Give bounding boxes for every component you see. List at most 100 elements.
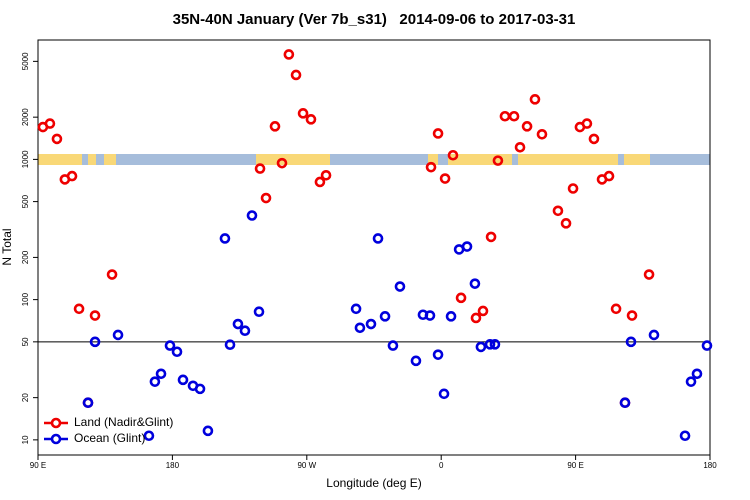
y-tick-label: 5000 xyxy=(21,52,30,70)
point xyxy=(219,233,231,244)
x-tick-label: 0 xyxy=(439,461,444,470)
x-tick-label: 90 W xyxy=(297,461,316,470)
point xyxy=(239,325,251,337)
legend-marker xyxy=(50,433,62,445)
y-tick-label: 100 xyxy=(21,292,30,306)
y-tick-label: 500 xyxy=(21,194,30,208)
y-tick-label: 20 xyxy=(21,393,30,402)
point xyxy=(149,376,161,387)
point xyxy=(410,355,422,367)
y-tick-label: 200 xyxy=(21,250,30,264)
point xyxy=(648,329,660,341)
point xyxy=(89,310,101,321)
point xyxy=(112,329,124,341)
y-axis-label: N Total xyxy=(0,228,14,265)
point xyxy=(626,310,638,321)
x-tick-label: 180 xyxy=(166,461,180,470)
point xyxy=(432,128,444,139)
point xyxy=(283,49,295,60)
point xyxy=(445,311,457,322)
point xyxy=(177,374,189,386)
point xyxy=(484,339,496,350)
point xyxy=(171,346,183,358)
y-tick-label: 1000 xyxy=(21,150,30,168)
point xyxy=(155,368,167,380)
point xyxy=(202,425,214,437)
y-tick-label: 2000 xyxy=(21,108,30,126)
point xyxy=(603,170,615,182)
x-tick-label: 180 xyxy=(703,461,717,470)
point xyxy=(387,340,399,351)
point xyxy=(643,269,655,280)
chart-title: 35N-40N January (Ver 7b_s31) 2014-09-06 … xyxy=(173,11,576,28)
point xyxy=(379,311,391,322)
point xyxy=(51,133,63,145)
point xyxy=(232,318,244,330)
point xyxy=(581,118,593,129)
point xyxy=(143,430,155,442)
point xyxy=(253,306,265,318)
point xyxy=(314,176,326,188)
x-tick-label: 90 E xyxy=(30,461,46,470)
point xyxy=(254,163,266,174)
point xyxy=(66,170,78,182)
point xyxy=(567,183,579,194)
x-tick-label: 90 E xyxy=(567,461,583,470)
point xyxy=(691,368,703,380)
point xyxy=(469,278,481,289)
y-tick-label: 10 xyxy=(21,435,30,444)
point xyxy=(529,94,541,105)
point xyxy=(560,218,572,229)
point xyxy=(365,318,377,330)
point xyxy=(290,69,302,81)
point xyxy=(438,388,450,400)
point xyxy=(224,339,236,351)
point xyxy=(354,322,366,334)
point xyxy=(372,233,384,244)
point xyxy=(106,269,118,280)
point xyxy=(521,121,533,132)
point xyxy=(485,231,497,243)
point xyxy=(44,118,56,129)
point xyxy=(625,336,637,348)
point xyxy=(82,397,94,409)
point xyxy=(610,303,622,315)
point xyxy=(461,241,473,252)
point xyxy=(439,173,451,184)
point xyxy=(164,340,176,351)
y-tick-label: 50 xyxy=(21,337,30,346)
point xyxy=(455,292,467,304)
point xyxy=(432,349,444,360)
point xyxy=(305,114,317,125)
point xyxy=(679,430,691,442)
point xyxy=(475,341,487,353)
point xyxy=(492,155,504,166)
x-axis-label: Longitude (deg E) xyxy=(326,476,421,490)
legend-label: Land (Nadir&Glint) xyxy=(74,415,173,429)
point xyxy=(588,133,600,145)
land-ocean-band xyxy=(38,154,710,165)
point xyxy=(536,128,548,140)
point xyxy=(246,210,258,221)
point xyxy=(320,170,332,181)
point xyxy=(685,376,697,387)
point xyxy=(489,339,501,350)
point xyxy=(477,305,489,317)
point xyxy=(269,121,281,132)
point xyxy=(350,303,362,315)
point xyxy=(394,281,406,292)
point xyxy=(297,108,309,119)
point xyxy=(424,310,436,321)
point xyxy=(447,149,459,161)
plot-frame xyxy=(37,39,711,456)
point xyxy=(514,141,526,153)
point xyxy=(552,205,564,217)
point xyxy=(701,340,713,351)
point xyxy=(194,383,206,395)
point xyxy=(260,192,272,204)
point xyxy=(276,157,288,169)
point xyxy=(619,397,631,409)
point xyxy=(508,110,520,122)
point xyxy=(89,336,101,348)
